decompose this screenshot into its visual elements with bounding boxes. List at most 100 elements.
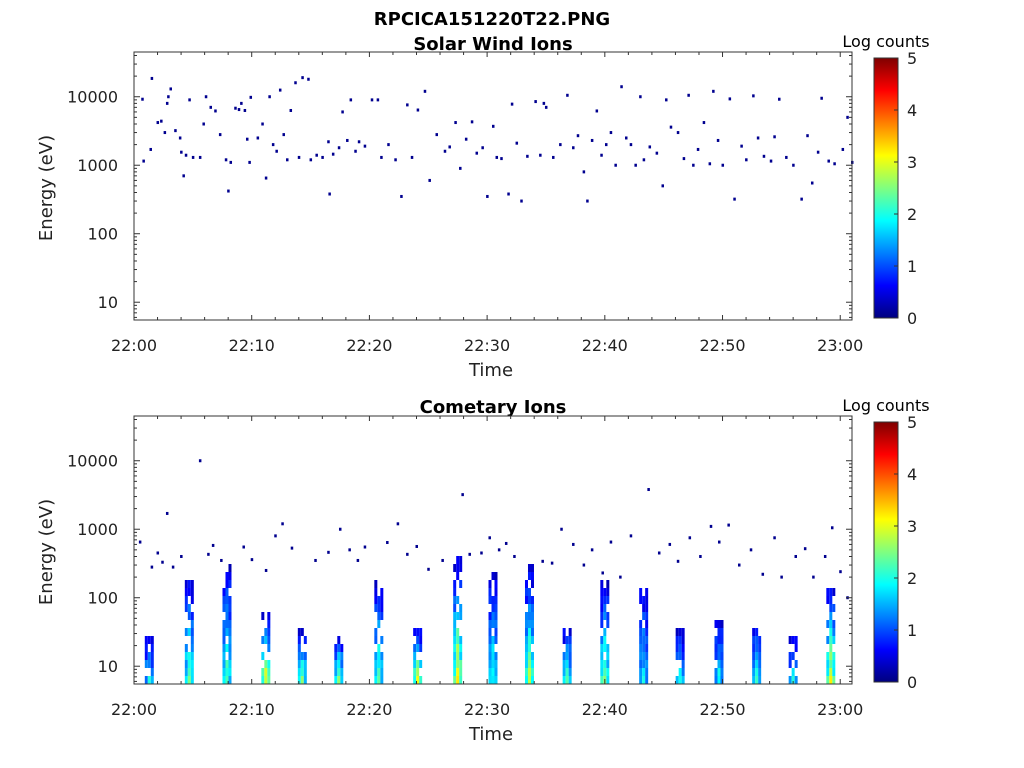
data-point bbox=[733, 197, 736, 201]
data-point bbox=[410, 155, 414, 159]
data-cell bbox=[261, 652, 265, 660]
data-point bbox=[716, 138, 720, 142]
colorbar-tick-label: 2 bbox=[907, 205, 917, 224]
data-cell bbox=[681, 652, 685, 660]
data-cell bbox=[829, 668, 833, 676]
data-point bbox=[415, 544, 418, 548]
data-point bbox=[756, 136, 760, 140]
colorbar-label: Log counts bbox=[842, 32, 929, 51]
data-cell bbox=[645, 652, 649, 660]
data-cell bbox=[459, 612, 463, 620]
data-cell bbox=[639, 620, 643, 628]
data-cell bbox=[568, 636, 572, 644]
data-point bbox=[504, 541, 508, 545]
data-cell bbox=[565, 676, 569, 684]
data-cell bbox=[297, 668, 301, 676]
data-cell bbox=[568, 644, 572, 652]
data-cell bbox=[527, 636, 531, 644]
data-cell bbox=[413, 676, 417, 684]
data-cell bbox=[758, 668, 762, 676]
data-cell bbox=[228, 580, 232, 588]
data-cell bbox=[788, 636, 792, 644]
data-cell bbox=[187, 612, 191, 620]
colorbar bbox=[873, 421, 899, 683]
data-point bbox=[833, 162, 836, 166]
data-point bbox=[552, 155, 555, 159]
data-point bbox=[810, 181, 814, 185]
data-point bbox=[443, 149, 447, 153]
x-tick-label: 23:00 bbox=[817, 700, 863, 719]
data-cell bbox=[639, 636, 643, 644]
data-cell bbox=[222, 652, 226, 660]
data-cell bbox=[334, 676, 338, 684]
data-cell bbox=[222, 644, 226, 652]
data-point bbox=[282, 133, 285, 137]
data-point bbox=[669, 125, 673, 129]
data-cell bbox=[788, 660, 792, 668]
data-cell bbox=[380, 612, 384, 620]
data-cell bbox=[380, 588, 384, 596]
data-point bbox=[348, 548, 351, 552]
data-point bbox=[688, 536, 692, 540]
x-tick-label: 22:20 bbox=[346, 700, 392, 719]
data-point bbox=[268, 95, 271, 99]
data-point bbox=[327, 140, 330, 144]
data-cell bbox=[642, 676, 646, 684]
data-cell bbox=[603, 628, 607, 636]
data-cell bbox=[225, 644, 229, 652]
data-point bbox=[314, 558, 317, 562]
data-cell bbox=[527, 676, 531, 684]
data-cell bbox=[416, 660, 420, 668]
data-cell bbox=[416, 644, 420, 652]
data-cell bbox=[826, 636, 830, 644]
data-point bbox=[792, 163, 795, 167]
data-cell bbox=[267, 668, 271, 676]
data-cell bbox=[524, 612, 528, 620]
data-cell bbox=[228, 620, 232, 628]
data-cell bbox=[453, 604, 457, 612]
data-cell bbox=[752, 668, 756, 676]
data-cell bbox=[416, 668, 420, 676]
data-point bbox=[406, 103, 409, 107]
data-cell bbox=[456, 644, 460, 652]
data-cell bbox=[603, 588, 607, 596]
data-point bbox=[309, 158, 313, 162]
data-cell bbox=[491, 652, 495, 660]
data-cell bbox=[147, 676, 151, 684]
data-point bbox=[341, 110, 344, 114]
data-cell bbox=[642, 612, 646, 620]
data-point bbox=[510, 102, 514, 106]
data-point bbox=[289, 108, 293, 112]
data-cell bbox=[419, 628, 423, 636]
data-cell bbox=[642, 628, 646, 636]
data-cell bbox=[794, 660, 798, 668]
data-cell bbox=[832, 652, 836, 660]
x-tick-label: 22:00 bbox=[111, 336, 157, 355]
data-point bbox=[614, 163, 617, 167]
data-cell bbox=[720, 652, 724, 660]
data-cell bbox=[494, 588, 498, 596]
data-point bbox=[682, 157, 686, 161]
data-point bbox=[156, 121, 160, 125]
data-cell bbox=[720, 636, 724, 644]
data-cell bbox=[752, 676, 756, 684]
data-point bbox=[708, 162, 712, 166]
data-cell bbox=[642, 596, 646, 604]
colorbar bbox=[873, 57, 899, 319]
data-cell bbox=[565, 660, 569, 668]
data-point bbox=[841, 147, 845, 151]
data-point bbox=[560, 527, 563, 531]
data-cell bbox=[494, 572, 498, 580]
data-cell bbox=[225, 604, 229, 612]
data-cell bbox=[380, 636, 384, 644]
data-point bbox=[354, 149, 357, 153]
data-point bbox=[307, 77, 310, 81]
data-cell bbox=[829, 652, 833, 660]
data-point bbox=[250, 558, 254, 562]
data-point bbox=[218, 133, 222, 137]
data-point bbox=[243, 108, 247, 112]
data-cell bbox=[225, 668, 229, 676]
data-point bbox=[237, 108, 241, 112]
data-cell bbox=[459, 556, 463, 564]
data-cell bbox=[225, 612, 229, 620]
